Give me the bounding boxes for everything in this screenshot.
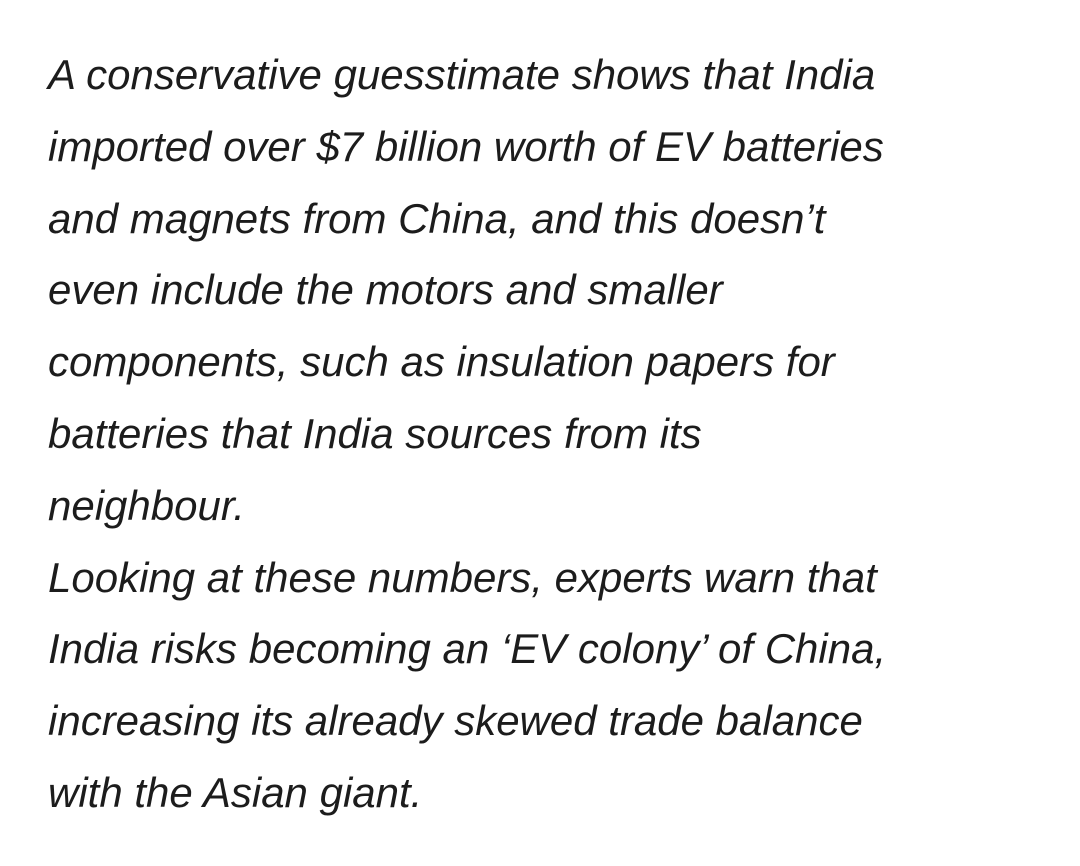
text-line: components, such as insulation papers fo… (48, 338, 835, 386)
text-line: imported over $7 billion worth of EV bat… (48, 122, 884, 170)
text-line: and magnets from China, and this doesn’t (48, 194, 826, 242)
paragraph: A conservative guesstimate shows that In… (48, 39, 1068, 542)
article-text: A conservative guesstimate shows that In… (48, 39, 1068, 829)
text-line: with the Asian giant. (48, 768, 423, 816)
text-line: even include the motors and smaller (48, 266, 723, 314)
text-line: A conservative guesstimate shows that In… (48, 51, 876, 98)
paragraph: Looking at these numbers, experts warn t… (48, 542, 1068, 829)
text-line: Looking at these numbers, experts warn t… (48, 553, 877, 601)
text-line: India risks becoming an ‘EV colony’ of C… (48, 625, 887, 673)
text-line: increasing its already skewed trade bala… (48, 697, 863, 745)
text-line: batteries that India sources from its (48, 409, 702, 457)
text-line: neighbour. (48, 481, 245, 529)
